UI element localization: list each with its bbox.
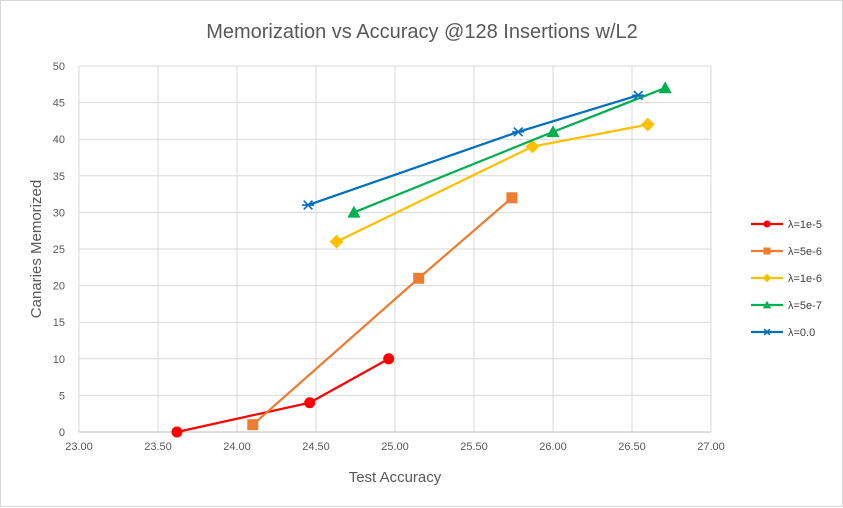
series-4 (302, 90, 645, 211)
series-line (252, 196, 513, 426)
series-group (171, 81, 672, 438)
legend-marker (763, 247, 771, 255)
data-point (413, 272, 425, 284)
x-tick-label: 25.00 (381, 441, 409, 453)
y-tick-label: 50 (53, 61, 65, 73)
legend-item: λ=5e-6 (751, 246, 822, 258)
legend-label: λ=5e-6 (788, 246, 822, 258)
data-point (512, 126, 525, 137)
axes: 23.00 23.50 24.00 24.50 25.00 25.50 26.00 26.50… (53, 61, 725, 453)
data-point (640, 117, 655, 132)
legend-item: λ=0.0 (751, 327, 815, 339)
y-tick-label: 45 (53, 98, 65, 110)
y-tick-label: 0 (59, 427, 65, 439)
data-point (347, 205, 361, 218)
data-point (525, 139, 540, 154)
data-point (247, 419, 259, 431)
legend-label: λ=1e-6 (788, 273, 822, 285)
legend: λ=1e-5 λ=5e-6 λ=1e-6 λ=5e-7 λ=0.0 (751, 219, 822, 339)
y-tick-label: 5 (59, 390, 65, 402)
y-tick-label: 25 (53, 244, 65, 256)
x-tick-label: 23.50 (144, 441, 172, 453)
x-tick-label: 24.50 (302, 441, 330, 453)
y-axis-title: Canaries Memorized (28, 180, 45, 318)
x-tick-label: 24.00 (223, 441, 251, 453)
series-2 (329, 117, 655, 249)
data-point (383, 353, 395, 365)
legend-item: λ=1e-6 (751, 273, 822, 285)
legend-marker (763, 328, 771, 336)
y-tick-label: 40 (53, 134, 65, 146)
x-tick-label: 27.00 (697, 441, 725, 453)
legend-item: λ=5e-7 (751, 300, 822, 312)
y-tick-label: 30 (53, 207, 65, 219)
x-tick-label: 25.50 (460, 441, 488, 453)
series-line (307, 94, 639, 207)
data-point (171, 426, 183, 438)
data-point (658, 81, 672, 94)
grid (78, 65, 712, 433)
data-point (302, 200, 315, 211)
legend-label: λ=1e-5 (788, 219, 822, 231)
legend-label: λ=5e-7 (788, 300, 822, 312)
legend-marker (763, 220, 771, 228)
series-1 (247, 192, 518, 431)
legend-item: λ=1e-5 (751, 219, 822, 231)
x-axis-title: Test Accuracy (349, 469, 442, 486)
data-point (329, 234, 344, 249)
chart-title: Memorization vs Accuracy @128 Insertions… (206, 21, 638, 43)
data-point (506, 192, 518, 204)
data-point (546, 125, 560, 138)
series-3 (347, 81, 672, 218)
series-0 (171, 353, 395, 438)
data-point (632, 90, 645, 101)
x-tick-label: 26.00 (539, 441, 567, 453)
legend-marker (762, 273, 772, 283)
y-tick-label: 35 (53, 171, 65, 183)
y-tick-label: 15 (53, 317, 65, 329)
x-tick-label: 23.00 (65, 441, 93, 453)
legend-marker (762, 300, 772, 309)
x-tick-label: 26.50 (618, 441, 646, 453)
legend-label: λ=0.0 (788, 327, 815, 339)
y-tick-label: 20 (53, 281, 65, 293)
data-point (304, 397, 316, 409)
y-tick-label: 10 (53, 354, 65, 366)
